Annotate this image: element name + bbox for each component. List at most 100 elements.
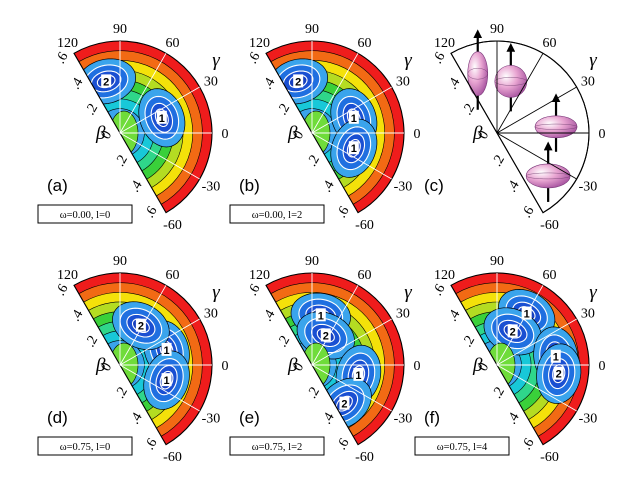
gamma-tick-label: -30 xyxy=(202,180,221,195)
beta-axis-label: β xyxy=(287,123,298,144)
beta-tick-label: .4 xyxy=(445,76,463,93)
gamma-tick-label: 60 xyxy=(166,36,180,51)
minimum-label-bg xyxy=(315,308,326,322)
gamma-tick-label: -60 xyxy=(355,450,374,465)
gamma-gridline xyxy=(119,53,167,134)
minimum-label: 1 xyxy=(318,310,324,322)
beta-tick-label: .4 xyxy=(505,410,523,427)
minimum-label: 2 xyxy=(295,76,301,88)
gamma-tick-label: 0 xyxy=(599,359,606,374)
gamma-gridline xyxy=(496,86,577,134)
ellipsoid-meridian xyxy=(525,172,571,180)
beta-tick-label: .2 xyxy=(460,333,478,350)
condition-box xyxy=(229,436,325,456)
panel-3: 1209060300-30-60γ.6.4.20.2.4.6β121(d)ω=0… xyxy=(37,254,229,465)
panel-4: 1209060300-30-60γ.6.4.20.2.4.6β1212(e)ω=… xyxy=(229,254,421,465)
beta-tick-label: .4 xyxy=(68,308,86,325)
gamma-tick-label: -60 xyxy=(540,450,559,465)
gamma-tick-label: -30 xyxy=(202,412,221,427)
gamma-axis-label: γ xyxy=(404,50,412,71)
gamma-tick-label: 90 xyxy=(113,22,127,37)
panel-label: (c) xyxy=(424,176,444,195)
gamma-gridline xyxy=(311,364,392,412)
minimum-label: 1 xyxy=(355,370,361,382)
panel-label: (e) xyxy=(239,408,260,427)
gamma-tick-label: 120 xyxy=(249,268,270,283)
beta-tick-label: .6 xyxy=(142,204,160,221)
beta-axis-label: β xyxy=(472,123,483,144)
gamma-tick-label: -30 xyxy=(394,412,413,427)
gamma-tick-label: -30 xyxy=(394,180,413,195)
beta-tick-label: .2 xyxy=(83,333,101,350)
ellipsoid-oblate xyxy=(494,65,528,98)
gamma-tick-label: -60 xyxy=(355,218,374,233)
gamma-tick-label: 30 xyxy=(396,307,410,322)
gamma-tick-label: -30 xyxy=(579,180,598,195)
minimum-label: 1 xyxy=(164,375,170,387)
gamma-tick-label: 0 xyxy=(222,127,229,142)
minimum-label-bg xyxy=(348,141,359,155)
condition-label: ω=0.00, l=2 xyxy=(252,210,303,221)
gamma-gridline xyxy=(496,285,544,366)
gamma-tick-label: 60 xyxy=(543,268,557,283)
beta-axis-label: β xyxy=(472,355,483,376)
beta-tick-label: .2 xyxy=(305,153,323,170)
ellipsoid-prolate xyxy=(467,51,489,97)
gamma-tick-label: 120 xyxy=(249,36,270,51)
beta-tick-label: .6 xyxy=(53,50,71,67)
beta-tick-label: .2 xyxy=(113,153,131,170)
gamma-gridline xyxy=(311,285,359,366)
gamma-axis-label: γ xyxy=(589,50,597,71)
gamma-tick-label: 120 xyxy=(434,268,455,283)
gamma-gridline xyxy=(496,318,577,366)
gamma-tick-label: 120 xyxy=(434,36,455,51)
beta-tick-label: .4 xyxy=(320,410,338,427)
gamma-tick-label: 60 xyxy=(358,36,372,51)
gamma-tick-label: -60 xyxy=(163,218,182,233)
minimum-label-bg xyxy=(293,74,304,88)
ellipsoid-meridian xyxy=(467,68,488,80)
gamma-tick-label: 60 xyxy=(543,36,557,51)
beta-tick-label: .4 xyxy=(260,76,278,93)
beta-tick-label: .2 xyxy=(113,385,131,402)
minimum-label-bg xyxy=(161,342,172,356)
minimum-label: 2 xyxy=(510,326,516,338)
minimum-label-bg xyxy=(521,306,532,320)
gamma-tick-label: 0 xyxy=(414,127,421,142)
ellipsoid-meridian xyxy=(534,123,578,130)
gamma-tick-label: -60 xyxy=(163,450,182,465)
beta-axis-label: β xyxy=(287,355,298,376)
gamma-tick-label: 30 xyxy=(204,307,218,322)
beta-tick-label: .6 xyxy=(430,282,448,299)
beta-tick-label: .2 xyxy=(275,101,293,118)
gamma-gridline xyxy=(496,53,544,134)
condition-label: ω=0.75, l=4 xyxy=(437,442,488,453)
beta-tick-label: .6 xyxy=(519,204,537,221)
minimum-label-bg xyxy=(101,74,112,88)
minimum-label: 1 xyxy=(351,113,357,125)
gamma-tick-label: 60 xyxy=(358,268,372,283)
gamma-gridline xyxy=(496,364,577,412)
beta-tick-label: .2 xyxy=(305,385,323,402)
beta-tick-label: .6 xyxy=(519,436,537,453)
minimum-label-bg xyxy=(156,110,167,124)
gamma-axis-label: γ xyxy=(212,282,220,303)
beta-tick-label: .6 xyxy=(334,436,352,453)
gamma-gridline xyxy=(119,132,200,180)
gamma-tick-label: 90 xyxy=(305,22,319,37)
minimum-label-bg xyxy=(348,110,359,124)
beta-tick-label: .4 xyxy=(505,178,523,195)
beta-tick-label: .2 xyxy=(490,385,508,402)
minimum-label: 1 xyxy=(553,352,559,364)
gamma-gridline xyxy=(311,132,392,180)
minimum-label-bg xyxy=(161,373,172,387)
gamma-tick-label: 0 xyxy=(222,359,229,374)
gamma-tick-label: 90 xyxy=(490,22,504,37)
contour-field xyxy=(74,41,212,213)
gamma-gridline xyxy=(119,364,200,412)
gamma-gridline xyxy=(311,86,392,134)
gamma-tick-label: 90 xyxy=(490,254,504,269)
